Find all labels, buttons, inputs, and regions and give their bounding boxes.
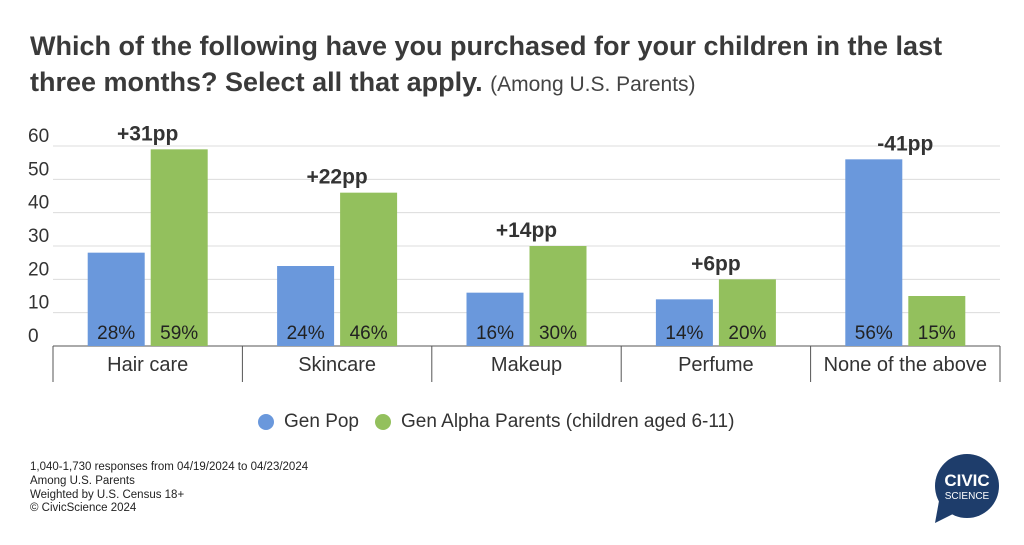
data-label: 14% [665, 323, 703, 344]
bar-gen-alpha [340, 192, 398, 346]
data-label: 56% [855, 323, 893, 344]
bar-gen-alpha [529, 246, 587, 346]
footnote-population: Among U.S. Parents [30, 474, 135, 487]
footnote-responses: 1,040-1,730 responses from 04/19/2024 to… [30, 461, 309, 473]
legend-label-gen-pop: Gen Pop [284, 411, 359, 432]
x-tick-label: Hair care [107, 354, 188, 376]
legend-label-gen-alpha: Gen Alpha Parents (children aged 6-11) [401, 411, 735, 432]
footnote-weighting: Weighted by U.S. Census 18+ [30, 488, 185, 501]
civicscience-logo[interactable]: CIVIC SCIENCE [933, 453, 1001, 523]
bar-gen-alpha [718, 279, 776, 346]
legend-swatch-gen-alpha [375, 414, 391, 430]
data-label: 46% [350, 323, 388, 344]
bar-gen-pop [466, 292, 524, 346]
data-label: 28% [97, 323, 135, 344]
logo-text-science: SCIENCE [945, 491, 990, 502]
data-label: 15% [918, 323, 956, 344]
logo-text-civic: CIVIC [944, 471, 989, 490]
bar-gen-alpha [908, 296, 966, 346]
y-tick-label: 10 [28, 293, 49, 314]
data-label: 16% [476, 323, 514, 344]
difference-annotation: -41pp [877, 132, 933, 155]
legend-item-gen-pop: Gen Pop [258, 411, 359, 433]
y-tick-label: 40 [28, 193, 49, 214]
footnote: 1,040-1,730 responses from 04/19/2024 to… [30, 461, 308, 516]
legend-item-gen-alpha: Gen Alpha Parents (children aged 6-11) [375, 411, 734, 433]
chart-title-main: Which of the following have you purchase… [30, 31, 943, 97]
bar-gen-pop [655, 299, 713, 346]
y-tick-label: 20 [28, 259, 49, 280]
logo-speech-tail [935, 501, 955, 523]
footnote-copyright: © CivicScience 2024 [30, 502, 137, 515]
difference-annotation: +6pp [691, 252, 741, 275]
data-label: 20% [728, 323, 766, 344]
x-tick-label: Skincare [298, 354, 376, 376]
difference-annotation: +14pp [496, 219, 557, 242]
data-label: 24% [287, 323, 325, 344]
data-label: 30% [539, 323, 577, 344]
chart-title-sub: (Among U.S. Parents) [490, 73, 696, 96]
bar-gen-pop [845, 159, 903, 346]
x-tick-label: Perfume [678, 354, 754, 376]
y-tick-label: 30 [28, 226, 49, 247]
bar-gen-pop [87, 252, 145, 346]
x-tick-label: Makeup [491, 354, 562, 376]
y-tick-label: 50 [28, 159, 49, 180]
chart-title: Which of the following have you purchase… [30, 28, 1010, 103]
bar-gen-alpha [150, 149, 208, 346]
logo-circle [935, 454, 999, 518]
x-tick-label: None of the above [824, 354, 987, 376]
data-label: 59% [160, 323, 198, 344]
legend: Gen Pop Gen Alpha Parents (children aged… [258, 410, 750, 434]
y-tick-label: 0 [28, 326, 39, 347]
bar-gen-pop [277, 266, 335, 346]
y-tick-label: 60 [28, 126, 49, 147]
bar-chart: 0 10 20 30 40 50 60 28% 59% +31pp Hair care 24% 46% +… [28, 122, 1001, 382]
difference-annotation: +22pp [306, 166, 367, 189]
difference-annotation: +31pp [117, 122, 178, 145]
legend-swatch-gen-pop [258, 414, 274, 430]
